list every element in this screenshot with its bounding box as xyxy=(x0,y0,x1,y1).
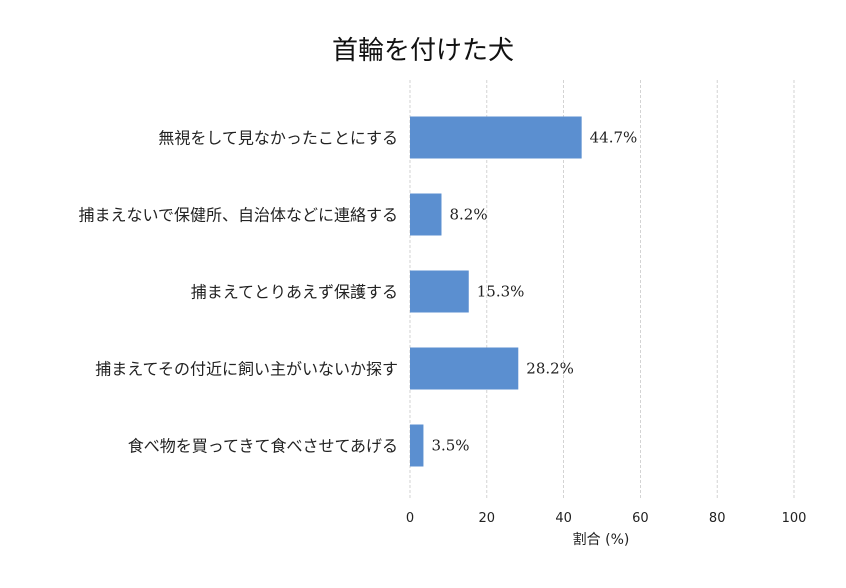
x-tick-label: 20 xyxy=(479,511,496,526)
x-tick-label: 40 xyxy=(555,511,572,526)
category-label: 無視をして見なかったことにする xyxy=(158,129,398,148)
bar-value-label: 44.7% xyxy=(590,129,638,147)
bar xyxy=(410,347,519,390)
category-label: 捕まえないで保健所、自治体などに連絡する xyxy=(78,206,398,225)
x-tick-label: 80 xyxy=(709,511,726,526)
bar-value-label: 8.2% xyxy=(449,206,487,224)
bar xyxy=(410,270,469,313)
x-tick-label: 60 xyxy=(632,511,649,526)
x-axis-label: 割合 (%) xyxy=(573,531,630,548)
bar-value-label: 15.3% xyxy=(477,283,525,301)
bar-value-label: 3.5% xyxy=(431,437,469,455)
category-label: 食べ物を買ってきて食べさせてあげる xyxy=(128,437,398,456)
bar xyxy=(410,424,424,467)
chart-title: 首輪を付けた犬 xyxy=(331,36,514,66)
category-label: 捕まえてとりあえず保護する xyxy=(191,283,398,302)
bar xyxy=(410,193,442,236)
x-tick-label: 0 xyxy=(406,511,414,526)
category-label: 捕まえてその付近に飼い主がいないか探す xyxy=(95,360,398,379)
bar xyxy=(410,116,582,159)
bar-value-label: 28.2% xyxy=(526,360,574,378)
x-tick-label: 100 xyxy=(782,511,807,526)
